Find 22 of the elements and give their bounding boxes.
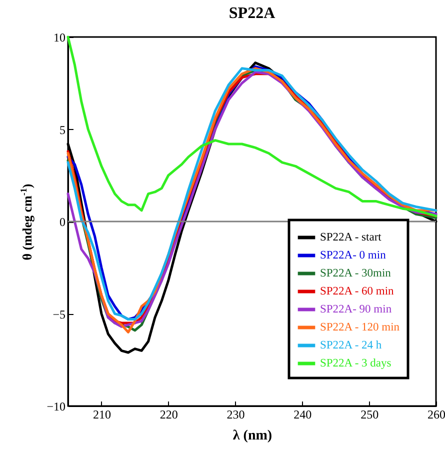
- legend-label: SP22A- 90 min: [320, 304, 392, 316]
- y-tick-label: 10: [54, 30, 66, 44]
- line-series: [66, 36, 438, 218]
- x-tick-label: 210: [92, 408, 111, 422]
- legend-label: SP22A - start: [320, 232, 382, 244]
- x-tick-label: 250: [360, 408, 379, 422]
- y-tick-label: 5: [60, 122, 66, 137]
- x-tick-label: 220: [160, 408, 178, 422]
- legend-label: SP22A - 30min: [320, 268, 392, 280]
- x-tick-label: 240: [294, 408, 312, 422]
- x-tick-label: 260: [428, 408, 445, 422]
- y-tick-label: 0: [60, 215, 66, 229]
- legend-label: SP22A - 3 days: [320, 358, 392, 370]
- x-tick-label: 230: [226, 408, 245, 422]
- legend-label: SP22A - 60 min: [320, 286, 394, 298]
- chart-title: SP22A: [228, 5, 276, 22]
- legend-label: SP22A - 24 h: [320, 340, 382, 352]
- x-axis-title: λ (nm): [232, 428, 272, 444]
- legend-label: SP22A - 120 min: [320, 322, 400, 334]
- y-tick-label: −5: [52, 307, 66, 322]
- y-tick-label: −10: [46, 400, 66, 414]
- legend-label: SP22A- 0 min: [320, 250, 386, 262]
